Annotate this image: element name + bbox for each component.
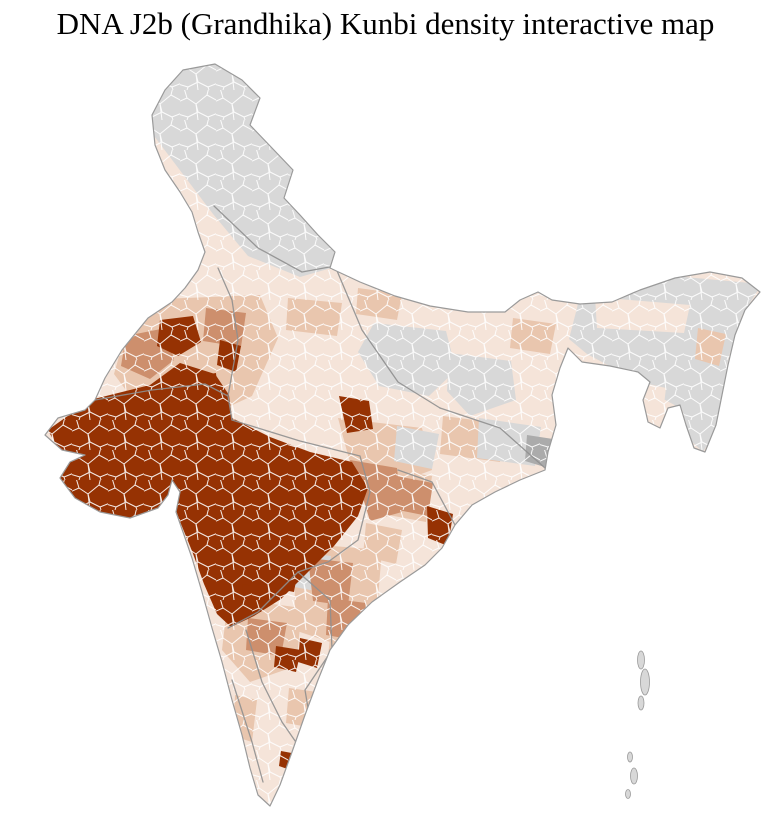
- state-border-9: [397, 469, 456, 526]
- region-low-1[interactable]: [286, 298, 342, 336]
- region-low-9[interactable]: [510, 318, 556, 354]
- state-border-4: [213, 205, 336, 273]
- island-1[interactable]: [640, 668, 650, 696]
- state-border-2: [231, 419, 371, 493]
- region-low-7[interactable]: [326, 638, 370, 682]
- island-2[interactable]: [637, 695, 645, 711]
- island-5[interactable]: [625, 789, 631, 799]
- india-outline: [44, 63, 761, 807]
- island-3[interactable]: [627, 751, 633, 763]
- page-title: DNA J2b (Grandhika) Kunbi density intera…: [56, 6, 715, 41]
- region-low-12[interactable]: [286, 688, 331, 730]
- state-border-0: [94, 383, 233, 421]
- island-4[interactable]: [630, 767, 638, 785]
- state-border-8: [245, 629, 301, 749]
- state-border-10: [231, 679, 264, 783]
- state-border-6: [439, 407, 546, 469]
- state-border-5: [334, 265, 441, 409]
- region-medium-24[interactable]: [203, 308, 246, 347]
- region-medium-29[interactable]: [393, 476, 433, 516]
- state-border-3: [227, 491, 371, 629]
- state-border-1: [217, 267, 239, 397]
- island-0[interactable]: [637, 650, 645, 670]
